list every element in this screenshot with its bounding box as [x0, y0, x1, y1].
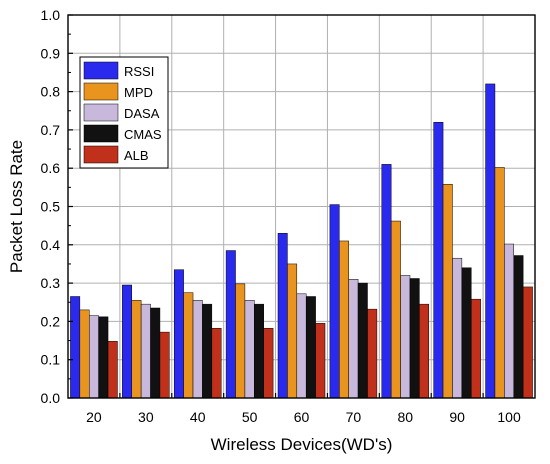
bar-cmas [513, 255, 524, 399]
bar-cmas [98, 316, 109, 399]
bar-mpd [390, 220, 401, 399]
y-tick-label: 0.7 [41, 122, 61, 138]
y-tick-label: 0.9 [41, 45, 61, 61]
bar-dasa [88, 315, 99, 399]
bar-alb [315, 323, 326, 399]
bar-rssi [70, 296, 81, 399]
y-tick-label: 0.8 [41, 84, 61, 100]
bar-alb [419, 303, 430, 399]
y-tick-label: 0.6 [41, 160, 61, 176]
bar-rssi [485, 83, 496, 399]
y-tick-label: 0.1 [41, 352, 61, 368]
bar-rssi [381, 164, 392, 399]
y-tick-label: 0.5 [41, 199, 61, 215]
bars [70, 83, 533, 399]
bar-rssi [173, 269, 184, 399]
bar-alb [159, 331, 170, 399]
bar-mpd [287, 263, 298, 399]
x-tick-label: 30 [138, 409, 154, 425]
bar-cmas [305, 296, 316, 399]
bar-dasa [140, 303, 151, 399]
axis-ticks: 0.0 0.1 0.2 0.3 0.4 0.5 0.6 0.7 0.8 0.9 1.0 20 30 40 5… [41, 7, 521, 425]
x-tick-label: 100 [497, 409, 521, 425]
legend-label-rssi: RSSI [124, 64, 154, 79]
bar-mpd [494, 167, 505, 399]
bar-rssi [329, 204, 340, 399]
bar-cmas [357, 282, 368, 399]
legend-label-dasa: DASA [124, 106, 160, 121]
legend-label-cmas: CMAS [124, 127, 162, 142]
legend-swatch-alb [83, 145, 119, 164]
bar-alb [522, 286, 533, 399]
legend-label-mpd: MPD [124, 85, 153, 100]
bar-alb [471, 298, 481, 399]
bar-alb [211, 328, 222, 399]
x-tick-label: 40 [190, 409, 206, 425]
bar-rssi [225, 250, 236, 399]
bar-dasa [296, 293, 307, 399]
bar-cmas [254, 303, 264, 399]
legend: RSSI MPD DASA CMAS ALB [79, 56, 169, 169]
y-tick-label: 0.4 [41, 237, 61, 253]
bar-alb [107, 341, 118, 399]
bar-mpd [235, 283, 246, 399]
bar-mpd [442, 184, 453, 399]
y-tick-label: 0.3 [41, 275, 61, 291]
bar-dasa [244, 300, 255, 399]
bar-rssi [277, 233, 288, 399]
y-tick-label: 0.0 [41, 390, 61, 406]
bar-mpd [183, 292, 194, 399]
y-tick-label: 1.0 [41, 7, 61, 23]
x-axis-title: Wireless Devices(WD's) [211, 435, 393, 454]
bar-cmas [409, 278, 420, 399]
bar-dasa [452, 257, 463, 399]
legend-swatch-dasa [83, 103, 119, 122]
bar-mpd [339, 240, 349, 399]
x-tick-label: 70 [346, 409, 362, 425]
bar-rssi [433, 121, 444, 399]
legend-swatch-rssi [83, 61, 119, 80]
bar-cmas [202, 303, 213, 399]
legend-swatch-mpd [83, 82, 119, 101]
bar-mpd [79, 309, 90, 399]
bar-dasa [400, 275, 411, 399]
legend-label-alb: ALB [124, 148, 149, 163]
y-tick-label: 0.2 [41, 313, 61, 329]
bar-mpd [131, 300, 142, 399]
bar-cmas [461, 267, 472, 399]
x-tick-label: 80 [397, 409, 413, 425]
bar-cmas [150, 307, 161, 399]
bar-dasa [348, 279, 359, 399]
bar-alb [263, 328, 274, 399]
bar-dasa [192, 300, 203, 399]
bar-alb [367, 308, 378, 399]
x-tick-label: 20 [86, 409, 102, 425]
x-tick-label: 50 [242, 409, 258, 425]
x-tick-label: 60 [294, 409, 310, 425]
bar-rssi [122, 284, 132, 399]
y-axis-title: Packet Loss Rate [7, 140, 26, 273]
bar-dasa [504, 243, 515, 399]
legend-swatch-cmas [83, 124, 119, 143]
x-tick-label: 90 [449, 409, 465, 425]
